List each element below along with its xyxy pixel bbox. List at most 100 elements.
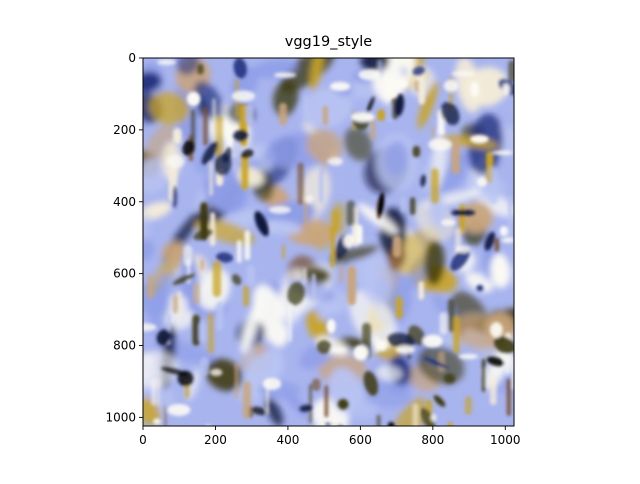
highlight [351, 112, 375, 122]
paint-patch [265, 397, 284, 426]
brush-stroke [377, 109, 386, 121]
x-tick-label: 800 [421, 433, 444, 447]
brush-stroke [447, 299, 455, 332]
brush-stroke [418, 281, 424, 300]
highlight [268, 205, 291, 214]
highlight [455, 246, 471, 253]
brush-stroke [197, 64, 204, 75]
paint-patch [328, 367, 363, 414]
paint-patch [193, 217, 255, 245]
brush-stroke [245, 103, 254, 125]
dark-accent [363, 370, 379, 396]
y-axis: 0 200 400 600 800 1000 [105, 51, 143, 424]
brush-stroke [304, 95, 309, 120]
brush-stroke [356, 224, 363, 245]
highlight [395, 345, 415, 354]
dark-accent [316, 340, 332, 354]
axes-frame [142, 57, 515, 427]
brush-stroke [232, 138, 242, 156]
highlight [157, 59, 176, 66]
paint-patch [149, 273, 171, 336]
brush-stroke [311, 378, 321, 392]
brush-stroke [431, 168, 439, 204]
brush-stroke [241, 152, 249, 191]
y-tick-label: 1000 [105, 410, 136, 424]
dark-accent [451, 209, 476, 216]
highlight [501, 237, 514, 243]
dark-accent [486, 356, 505, 367]
highlight [499, 225, 508, 237]
brush-stroke [200, 356, 210, 377]
brush-stroke [183, 245, 193, 267]
brush-stroke [431, 126, 435, 139]
brush-stroke [244, 230, 251, 261]
dark-accent [214, 153, 232, 176]
y-tick-label: 400 [113, 195, 136, 209]
highlight [274, 72, 297, 78]
paint-patch [357, 203, 399, 235]
figure-title: vgg19_style [284, 34, 373, 50]
paint-patch [424, 239, 445, 286]
x-tick-label: 200 [204, 433, 227, 447]
dark-accent [484, 231, 495, 251]
x-tick-label: 400 [276, 433, 299, 447]
y-tick-label: 800 [113, 339, 136, 353]
dark-accent [412, 66, 425, 77]
dark-accent [177, 370, 194, 387]
brush-stroke [212, 260, 222, 298]
paint-patch [284, 391, 313, 420]
brush-stroke [203, 106, 208, 146]
brush-stroke [297, 162, 304, 206]
highlight [440, 218, 456, 226]
brush-stroke [370, 118, 376, 141]
highlight [451, 70, 475, 77]
dark-accent [476, 284, 484, 292]
highlight [476, 176, 488, 187]
paint-patch [310, 58, 324, 92]
dark-accent [156, 329, 171, 346]
highlight [430, 413, 437, 422]
highlight [502, 83, 510, 96]
brush-stroke [347, 266, 356, 306]
brush-stroke [303, 194, 309, 231]
brush-stroke [439, 312, 448, 335]
dark-accent [366, 96, 375, 115]
brush-stroke [438, 350, 446, 373]
brush-stroke [278, 102, 288, 126]
dark-accent [201, 141, 218, 165]
brush-stroke [339, 264, 343, 283]
brush-stroke [468, 177, 472, 188]
brush-stroke [308, 384, 312, 424]
paint-patch [161, 241, 186, 263]
highlight [422, 334, 443, 348]
paint-patch [143, 238, 155, 261]
highlight [470, 81, 480, 98]
brush-stroke [209, 162, 214, 196]
paint-patch [148, 91, 190, 125]
highlight [443, 79, 459, 92]
brush-stroke [346, 200, 355, 227]
dark-accent [172, 273, 195, 285]
paint-patch [316, 297, 339, 321]
brush-stroke [481, 358, 486, 392]
dark-accent [172, 185, 178, 209]
brush-stroke [412, 403, 419, 426]
highlight [329, 347, 346, 353]
brush-stroke [272, 222, 277, 233]
brush-stroke [147, 274, 154, 299]
brush-stroke [451, 137, 460, 175]
brush-stroke [172, 128, 182, 145]
dark-accent [182, 139, 195, 156]
brush-stroke [234, 362, 239, 399]
dark-accent [299, 404, 313, 412]
brush-stroke [506, 378, 511, 416]
dark-accent [193, 228, 213, 241]
brush-stroke [246, 264, 256, 287]
dark-accent [440, 101, 460, 126]
highlight [428, 138, 452, 151]
dark-accent [216, 252, 234, 263]
dark-accent [251, 406, 267, 416]
brush-stroke [508, 196, 513, 240]
dark-accent [420, 174, 426, 187]
highlight [143, 323, 157, 332]
